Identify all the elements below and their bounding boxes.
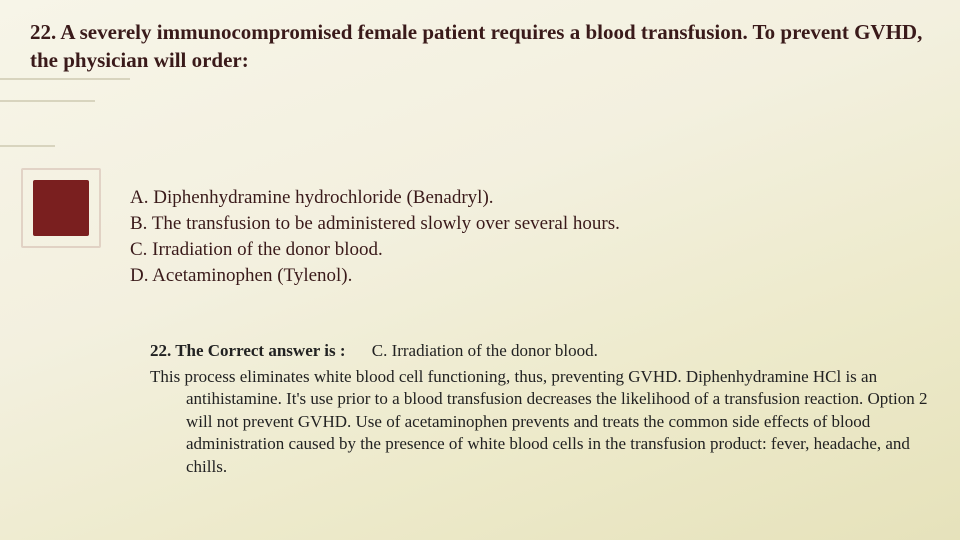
answer-correct: C. Irradiation of the donor blood. xyxy=(372,341,598,360)
option-b: B. The transfusion to be administered sl… xyxy=(130,211,930,237)
answer-block: 22. The Correct answer is : C. Irradiati… xyxy=(150,340,930,479)
option-d: D. Acetaminophen (Tylenol). xyxy=(130,263,930,289)
option-a: A. Diphenhydramine hydrochloride (Benadr… xyxy=(130,185,930,211)
question-text: 22. A severely immunocompromised female … xyxy=(30,18,930,75)
answer-lead: 22. The Correct answer is : xyxy=(150,341,345,360)
answer-explanation: This process eliminates white blood cell… xyxy=(150,366,930,478)
slide-content: 22. A severely immunocompromised female … xyxy=(0,0,960,540)
option-c: C. Irradiation of the donor blood. xyxy=(130,237,930,263)
options-list: A. Diphenhydramine hydrochloride (Benadr… xyxy=(130,185,930,290)
answer-line: 22. The Correct answer is : C. Irradiati… xyxy=(150,340,930,362)
